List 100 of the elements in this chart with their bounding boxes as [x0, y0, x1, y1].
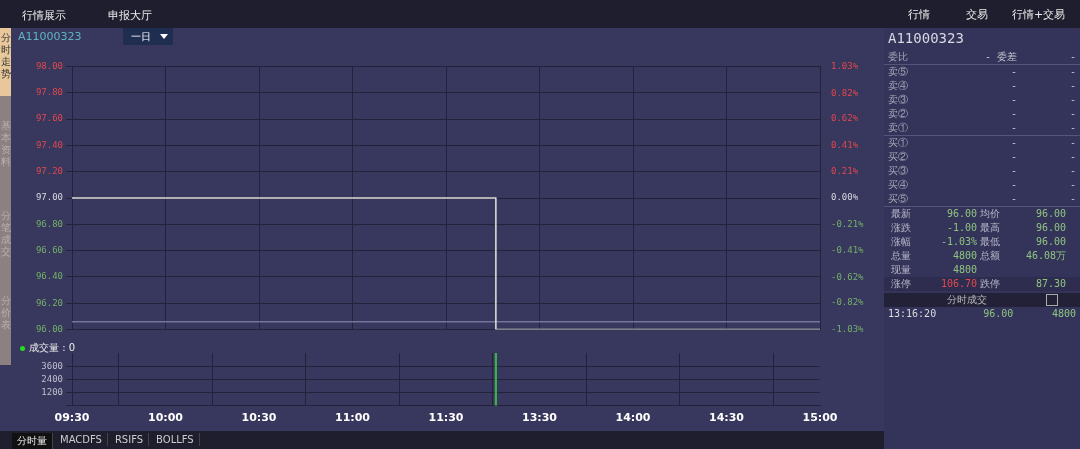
x-tick-label: 09:30 [54, 411, 90, 425]
text: 行情 [908, 7, 930, 22]
text: 96.00 [1034, 221, 1066, 235]
y-tick-label: 96.00 [35, 323, 63, 334]
text: 卖② [888, 107, 909, 121]
text: 涨幅 [890, 235, 912, 249]
text: 涨跌 [890, 221, 912, 235]
text: RSIFS [109, 433, 150, 446]
text: A11000323 [887, 29, 965, 48]
y2-tick-label: -0.41% [831, 244, 865, 255]
text: 一日 [131, 31, 151, 42]
y-tick-label: 97.40 [35, 139, 63, 150]
y2-tick-label: 0.21% [831, 165, 859, 176]
x-tick-label: 13:30 [521, 411, 558, 425]
text: -1.00 [945, 221, 977, 235]
text: - [1068, 136, 1076, 150]
text: 行情展示 [22, 8, 66, 23]
y2-tick-label: 0.41% [831, 139, 859, 150]
text: 96.00 [945, 207, 977, 221]
text: 买① [888, 136, 909, 150]
text: 最新 [890, 207, 912, 221]
text: - [1068, 79, 1076, 93]
text: 96.00 [982, 307, 1014, 321]
y-tick-label: 97.00 [35, 192, 63, 203]
x-tick-label: 10:00 [147, 411, 184, 425]
text: - [1068, 93, 1076, 107]
text: 行情+交易 [1012, 7, 1066, 22]
x-tick-label: 10:30 [241, 411, 277, 425]
x-tick-label: 11:00 [334, 411, 371, 425]
text: 最高 [979, 221, 1001, 235]
text: - [1009, 107, 1017, 121]
text: 13:16:20 [888, 307, 938, 321]
text: 总量 [890, 249, 912, 263]
text: 分时成交 [946, 293, 988, 307]
text: - [1068, 164, 1076, 178]
text: 最低 [979, 235, 1001, 249]
text: 分时走势 [0, 32, 11, 80]
text: - [1068, 107, 1076, 121]
text: - [1009, 121, 1017, 135]
y-tick-label: 97.20 [35, 166, 63, 177]
text: 卖① [888, 121, 909, 135]
text: - [1009, 93, 1017, 107]
text: 96.00 [1034, 207, 1066, 221]
text: BOLLFS [151, 433, 200, 446]
y-tick-label: 97.60 [35, 113, 63, 124]
x-tick-label: 14:30 [708, 411, 745, 425]
x-tick-label: 11:30 [428, 411, 464, 425]
text: - [1068, 65, 1076, 79]
y2-tick-label: -1.03% [831, 323, 865, 334]
x-tick-label: 14:00 [615, 411, 651, 425]
y-tick-label: 96.60 [35, 244, 63, 255]
text: - [1009, 136, 1017, 150]
text: 现量 [890, 263, 912, 277]
text: 卖④ [888, 79, 909, 93]
text: 成交量 : 0 [29, 342, 76, 353]
text: 买⑤ [888, 192, 909, 206]
text: - [1009, 178, 1017, 192]
text: - [1068, 192, 1076, 206]
y2-tick-label: -0.21% [831, 219, 865, 230]
y2-tick-label: -0.62% [831, 271, 865, 282]
text: 4800 [951, 249, 977, 263]
text: 委比 [888, 50, 909, 64]
text: - [1009, 65, 1017, 79]
text: 申报大厅 [108, 8, 152, 23]
text: 96.00 [1034, 235, 1066, 249]
text: 总额 [979, 249, 1001, 263]
text: - [1068, 150, 1076, 164]
text: 46.08万 [1024, 249, 1066, 263]
y2-tick-label: 0.62% [831, 113, 859, 124]
y-tick-label: 2400 [41, 373, 63, 384]
text: MACDFS [55, 433, 108, 446]
text: 4800 [1050, 307, 1077, 321]
text: 卖③ [888, 93, 909, 107]
y-tick-label: 3600 [41, 360, 63, 371]
y-tick-label: 96.80 [35, 218, 63, 229]
text: 均价 [979, 207, 1001, 221]
text: 87.30 [1034, 277, 1066, 291]
y-tick-label: 1200 [41, 386, 63, 397]
text: 卖⑤ [888, 65, 909, 79]
y2-tick-label: 0.82% [831, 87, 859, 98]
chart-title: A11000323 [18, 30, 82, 43]
text: - [1009, 150, 1017, 164]
text: -1.03% [939, 235, 977, 249]
text: 4800 [951, 263, 977, 277]
text: 分时量 [12, 433, 53, 449]
text: 买② [888, 150, 909, 164]
text: 交易 [966, 7, 988, 22]
y2-tick-label: 1.03% [831, 60, 859, 71]
text: - [1068, 50, 1076, 64]
text: - [1009, 164, 1017, 178]
text: 跌停 [979, 277, 1001, 291]
text: 买④ [888, 178, 909, 192]
text: 买③ [888, 164, 909, 178]
text: - 委差 [983, 50, 1017, 64]
y2-tick-label: -0.82% [831, 297, 865, 308]
x-tick-label: 15:00 [802, 411, 838, 425]
text: 106.70 [939, 277, 977, 291]
y-tick-label: 96.20 [35, 297, 63, 308]
text: 涨停 [890, 277, 912, 291]
y-tick-label: 97.80 [35, 87, 63, 98]
